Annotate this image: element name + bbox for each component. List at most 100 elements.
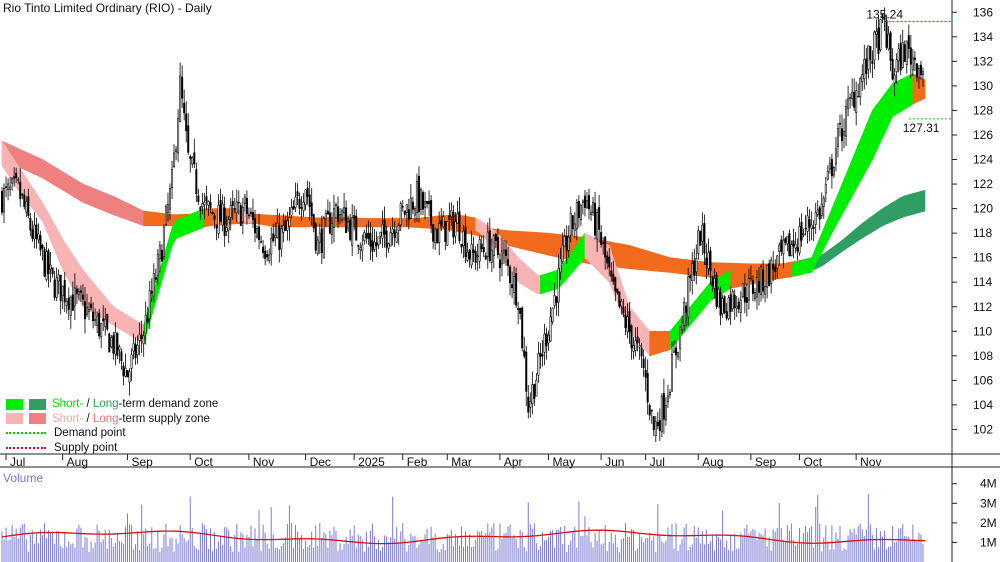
price-bar-body <box>262 246 265 254</box>
long-zone-segment <box>872 212 877 233</box>
price-bar-body <box>606 255 609 264</box>
price-bar-body <box>177 118 180 154</box>
long-zone-segment <box>859 221 865 240</box>
price-bar-body <box>132 343 135 352</box>
short-demand-swatch <box>6 398 23 410</box>
price-bar-body <box>830 159 833 177</box>
month-label: Oct <box>194 455 213 469</box>
price-bar-body <box>652 416 655 430</box>
price-bar-body <box>357 245 360 247</box>
long-zone-segment <box>155 212 161 227</box>
price-bar-body <box>217 205 220 234</box>
price-bar-body <box>618 291 621 307</box>
price-bar-body <box>150 290 153 294</box>
price-bar-body <box>148 290 151 319</box>
price-bar-body <box>207 201 210 206</box>
price-bar-body <box>90 303 93 309</box>
price-bar-body <box>413 207 416 216</box>
short-zone-segment <box>519 258 525 287</box>
price-bar-body <box>695 257 698 273</box>
price-bar-body <box>328 212 331 234</box>
price-bar-body <box>243 196 246 204</box>
price-bar-body <box>537 353 540 376</box>
long-zone-segment <box>90 186 96 208</box>
price-bar-body <box>351 217 354 246</box>
price-bar-body <box>108 333 111 353</box>
price-bar-body <box>389 232 392 247</box>
price-bar-body <box>472 249 475 254</box>
price-bar-body <box>838 123 841 125</box>
price-bar-body <box>286 220 289 231</box>
price-bar-body <box>114 331 117 355</box>
price-bar-body <box>853 92 856 108</box>
long-zone-segment <box>681 258 687 275</box>
price-bar-body <box>620 300 623 307</box>
long-zone-segment <box>673 257 679 274</box>
price-bar-body <box>411 201 414 210</box>
price-bar-body <box>723 296 726 313</box>
price-bar-body <box>600 232 603 245</box>
long-zone-segment <box>78 181 84 203</box>
long-zone-segment <box>827 247 833 263</box>
price-bar-body <box>466 251 469 261</box>
price-bar-body <box>480 243 483 250</box>
short-zone-segment <box>548 271 553 292</box>
price-bar-body <box>592 202 595 214</box>
short-zone-segment <box>523 262 529 289</box>
price-bar-body <box>484 255 487 260</box>
price-bar-body <box>312 214 315 229</box>
long-zone-segment <box>523 231 529 251</box>
short-zone-segment <box>536 273 541 295</box>
price-bar-body <box>98 312 101 337</box>
price-bar-body <box>567 236 570 251</box>
price-bar-body <box>142 335 145 345</box>
price-bar-body <box>646 373 649 403</box>
price-bar-body <box>691 263 694 281</box>
price-bar-body <box>0 190 3 213</box>
price-bar-body <box>468 249 471 260</box>
price-bar-body <box>873 31 876 61</box>
price-bar-body <box>112 335 115 354</box>
price-bar-body <box>316 239 319 254</box>
price-bar-body <box>383 219 386 235</box>
price-bar-body <box>509 266 512 284</box>
price-bar-body <box>820 203 823 216</box>
month-label: Jun <box>605 455 624 469</box>
long-zone-segment <box>900 195 906 219</box>
price-bar-body <box>314 223 317 251</box>
price-bar-body <box>409 197 412 219</box>
price-bar-body <box>407 209 410 220</box>
long-zone-segment <box>669 257 675 274</box>
price-bar-body <box>836 128 839 147</box>
long-zone-segment <box>54 166 59 189</box>
price-bar-body <box>513 275 516 293</box>
price-bar-body <box>832 167 835 176</box>
short-zone-segment <box>475 217 480 234</box>
price-bar-body <box>5 186 8 189</box>
short-zone-segment <box>702 286 707 312</box>
long-zone-segment <box>633 246 638 270</box>
price-bar-body <box>223 207 226 237</box>
short-zone-segment <box>46 209 51 241</box>
price-tick-label: 110 <box>973 324 992 338</box>
price-bar-body <box>415 181 418 213</box>
price-bar-body <box>128 371 131 383</box>
price-bar-body <box>638 345 641 348</box>
price-bar-body <box>541 353 544 357</box>
price-tick-label: 128 <box>973 103 993 117</box>
price-bar-body <box>7 183 10 191</box>
price-bar-body <box>122 365 125 377</box>
price-bar-body <box>324 213 327 220</box>
price-bar-body <box>365 233 368 239</box>
price-bar-body <box>181 76 184 99</box>
long-zone-segment <box>70 176 76 199</box>
month-label: Nov <box>860 455 881 469</box>
price-bar-body <box>260 241 263 243</box>
price-bar-body <box>875 31 878 35</box>
price-bar-body <box>755 276 758 298</box>
price-bar-body <box>907 35 910 49</box>
long-demand-swatch <box>29 398 46 410</box>
price-bar-body <box>193 152 196 165</box>
short-zone-segment <box>111 303 116 327</box>
month-label: Aug <box>702 455 723 469</box>
